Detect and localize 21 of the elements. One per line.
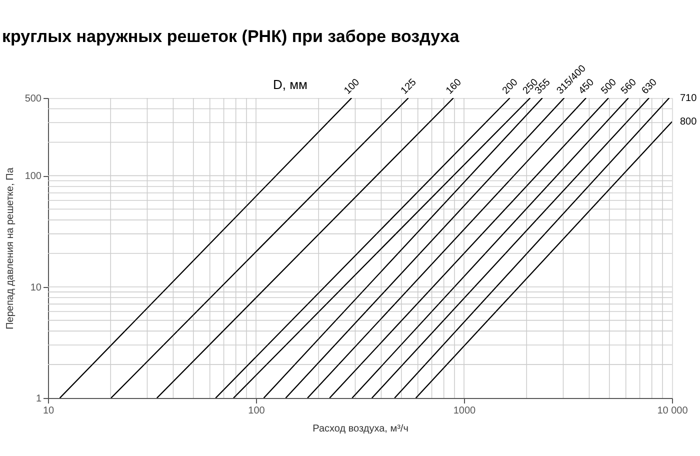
series-label: 710 bbox=[680, 93, 698, 104]
series-label: 800 bbox=[680, 116, 698, 128]
x-tick-label: 10 000 bbox=[657, 406, 688, 416]
x-tick-label: 100 bbox=[248, 406, 266, 416]
text: 630 bbox=[640, 76, 660, 97]
text: 560 bbox=[619, 76, 640, 97]
x-tick-label: 10 bbox=[42, 406, 54, 416]
text: 100 bbox=[342, 76, 362, 97]
chart-title: круглых наружных решеток (РНК) при заборе воздуха bbox=[2, 27, 460, 46]
y-tick-label: 10 bbox=[30, 282, 42, 294]
text: 200 bbox=[500, 76, 520, 97]
y-tick-label: 500 bbox=[24, 94, 42, 104]
y-tick-label: 1 bbox=[36, 394, 42, 404]
x-tick-label: 1000 bbox=[453, 406, 476, 416]
text: 500 bbox=[599, 76, 620, 97]
x-axis-title: Расход воздуха, м³/ч bbox=[312, 424, 408, 434]
y-tick-label: 100 bbox=[24, 171, 42, 182]
y-axis-title: Перепад давления на решетке, Па bbox=[4, 167, 16, 330]
legend-title: D, мм bbox=[273, 77, 308, 92]
text: 125 bbox=[399, 76, 420, 97]
text: 160 bbox=[444, 76, 464, 97]
